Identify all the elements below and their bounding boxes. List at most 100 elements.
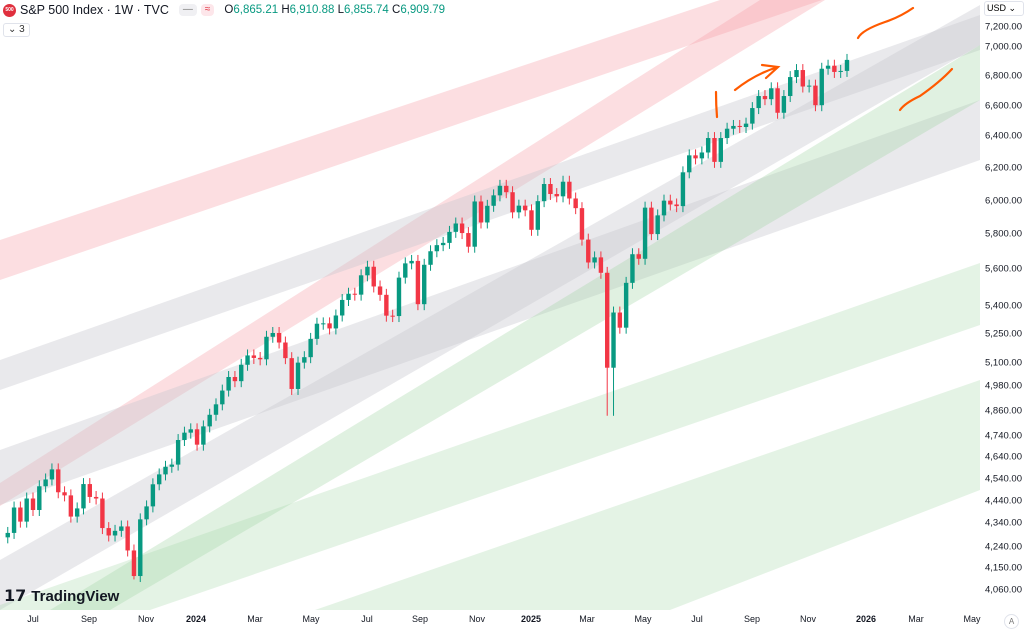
red-channel-band[interactable]: [0, 0, 825, 506]
candle-body: [150, 484, 156, 507]
candle-body: [201, 426, 206, 445]
candle: [163, 460, 168, 481]
green-channel-band[interactable]: [0, 263, 980, 610]
candle: [182, 426, 187, 447]
candle-body: [358, 275, 364, 295]
candle-body: [333, 315, 339, 329]
candle: [37, 480, 42, 516]
price-label: 6,000.00: [985, 195, 1022, 207]
candle: [308, 332, 313, 364]
tv-logo-icon: 𝟭𝟳: [4, 588, 27, 605]
candle-body: [144, 506, 149, 520]
candle: [819, 62, 824, 112]
price-chart[interactable]: [0, 0, 980, 610]
candle: [541, 178, 547, 208]
gray-channel-band[interactable]: [0, 15, 980, 390]
candle-body: [302, 357, 307, 363]
annotation-stroke[interactable]: [898, 67, 954, 112]
candle-body: [396, 277, 402, 317]
high-label: H: [281, 4, 290, 16]
gray-channel-band[interactable]: [0, 5, 980, 610]
symbol-header: 500 S&P 500 Index · 1W · TVC — ≈ O6,865.…: [3, 2, 445, 18]
close-label: C: [392, 4, 401, 16]
red-channel-band[interactable]: [0, 0, 822, 280]
price-label: 5,250.00: [985, 328, 1022, 340]
gray-channel-band[interactable]: [0, 100, 980, 505]
candle: [560, 175, 566, 203]
candle: [257, 351, 263, 366]
time-label: Sep: [411, 614, 429, 624]
candle-body: [655, 215, 660, 235]
candle: [321, 317, 326, 330]
candle-body: [712, 138, 717, 162]
candle: [49, 463, 55, 486]
candle-body: [750, 108, 755, 124]
candle: [396, 271, 402, 323]
candle: [598, 251, 604, 279]
candle-body: [239, 364, 244, 382]
candle: [119, 520, 124, 537]
time-label: 2024: [185, 614, 207, 624]
annotation-stroke[interactable]: [714, 90, 719, 119]
time-label: May: [302, 614, 320, 624]
candle: [567, 175, 572, 205]
candle-body: [699, 152, 705, 159]
tradingview-logo[interactable]: 𝟭𝟳 TradingView: [4, 588, 119, 605]
symbol-title[interactable]: S&P 500 Index · 1W · TVC: [20, 3, 169, 17]
auto-scale-button[interactable]: A: [1004, 614, 1019, 629]
candle-body: [813, 85, 818, 106]
price-label: 5,600.00: [985, 263, 1022, 275]
candle-body: [762, 96, 768, 100]
compare-button[interactable]: ≈: [200, 4, 215, 16]
candle-body: [705, 138, 711, 153]
candle: [762, 90, 768, 106]
annotation-arrow[interactable]: [733, 63, 781, 92]
candle: [838, 64, 843, 78]
green-channel-band[interactable]: [50, 45, 980, 610]
candle: [712, 132, 717, 168]
candle-body: [188, 429, 193, 433]
candle-body: [56, 469, 61, 493]
time-label: 2025: [520, 614, 542, 624]
candle-body: [169, 464, 175, 467]
candle-body: [30, 498, 36, 510]
candle-body: [321, 323, 326, 325]
close-value: 6,909.79: [400, 4, 446, 16]
candle: [718, 132, 723, 168]
candle-body: [220, 390, 225, 405]
candle-body: [352, 293, 358, 295]
candle: [264, 330, 269, 366]
green-channel-band[interactable]: [315, 380, 980, 610]
candle-body: [731, 125, 736, 129]
candle-body: [232, 376, 238, 382]
candle: [478, 195, 484, 229]
annotation-stroke[interactable]: [856, 6, 915, 40]
candle-body: [390, 315, 395, 317]
price-label: 4,340.00: [985, 517, 1022, 529]
candle: [371, 260, 376, 293]
candle: [472, 195, 477, 253]
candle: [201, 420, 206, 451]
ohlc-values: O6,865.21 H6,910.88 L6,855.74 C6,909.79: [224, 3, 445, 17]
price-label: 4,640.00: [985, 451, 1022, 463]
candle: [813, 79, 818, 112]
time-label: Mar: [247, 614, 263, 624]
hide-button[interactable]: —: [178, 4, 197, 16]
candle-body: [428, 251, 433, 265]
candle-body: [213, 404, 219, 415]
price-label: 4,150.00: [985, 562, 1022, 574]
candle: [295, 356, 301, 395]
candle: [415, 254, 421, 311]
indicators-toggle[interactable]: ⌄ 3: [3, 23, 30, 37]
time-label: May: [963, 614, 981, 624]
candle: [100, 492, 105, 535]
candle: [586, 233, 591, 269]
candle: [43, 473, 48, 493]
candle-body: [409, 260, 414, 264]
currency-select[interactable]: USD ⌄: [984, 1, 1024, 16]
candle-body: [605, 272, 610, 368]
candle: [125, 520, 130, 557]
candle: [510, 186, 515, 219]
candle-body: [403, 263, 408, 278]
candle-body: [74, 508, 80, 517]
